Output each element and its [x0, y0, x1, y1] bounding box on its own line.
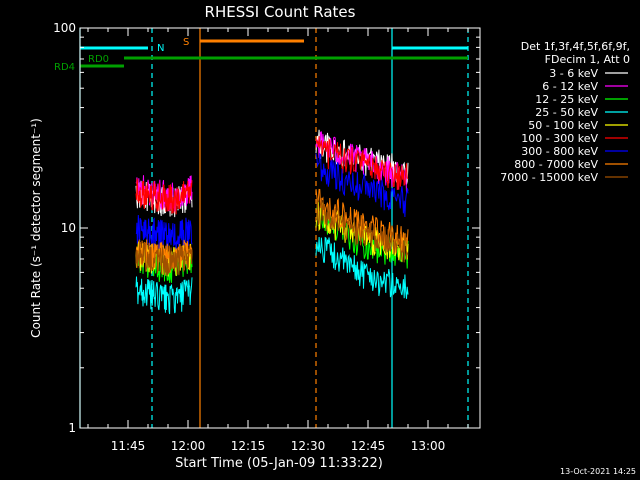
legend: Det 1f,3f,4f,5f,6f,9f, FDecim 1, Att 0 3… [500, 40, 630, 184]
legend-label-2: 12 - 25 keV [535, 93, 598, 106]
series-line-6-seg-0 [135, 214, 193, 252]
series-line-8-seg-1 [315, 198, 409, 263]
series-line-6-seg-1 [315, 152, 409, 218]
y-axis-label: Count Rate (s⁻¹ detector segment⁻¹) [29, 118, 43, 338]
series-line-8-seg-0 [135, 240, 193, 276]
y-axis-ticks: 1 10 100 [53, 21, 480, 435]
x-axis-label: Start Time (05-Jan-09 11:33:22) [175, 456, 383, 471]
y-tick-label-2: 100 [53, 21, 76, 35]
legend-label-3: 25 - 50 keV [535, 106, 598, 119]
timestamp: 13-Oct-2021 14:25 [560, 467, 636, 476]
x-tick-label-1: 12:00 [171, 439, 206, 453]
legend-label-1: 6 - 12 keV [542, 80, 598, 93]
series-line-3-seg-1 [315, 236, 409, 299]
flag-label-rd0: RD0 [88, 54, 109, 65]
x-tick-label-0: 11:45 [111, 439, 146, 453]
x-tick-label-5: 13:00 [411, 439, 446, 453]
legend-label-4: 50 - 100 keV [528, 119, 598, 132]
y-tick-label-0: 1 [68, 421, 76, 435]
legend-header-line-1: Det 1f,3f,4f,5f,6f,9f, [521, 40, 630, 53]
flag-label-rd4: RD4 [54, 62, 75, 73]
series-line-5-seg-0 [135, 178, 193, 215]
legend-header-line-2: FDecim 1, Att 0 [545, 53, 630, 66]
x-tick-label-4: 12:45 [351, 439, 386, 453]
x-axis-ticks: 11:45 12:00 12:15 12:30 12:45 13:00 [87, 28, 469, 453]
legend-label-8: 7000 - 15000 keV [500, 171, 598, 184]
legend-label-6: 300 - 800 keV [521, 145, 598, 158]
series-lines [135, 129, 409, 315]
y-tick-label-1: 10 [61, 221, 76, 235]
chart-title: RHESSI Count Rates [205, 3, 356, 21]
flag-label-s: S [183, 37, 189, 48]
legend-label-0: 3 - 6 keV [549, 67, 598, 80]
legend-label-5: 100 - 300 keV [521, 132, 598, 145]
x-tick-label-2: 12:15 [231, 439, 266, 453]
series-line-3-seg-0 [135, 276, 193, 315]
x-tick-label-3: 12:30 [291, 439, 326, 453]
flag-label-n: N [157, 43, 164, 54]
legend-label-7: 800 - 7000 keV [514, 158, 598, 171]
flag-bars: RD4 RD0 N S [54, 37, 468, 73]
